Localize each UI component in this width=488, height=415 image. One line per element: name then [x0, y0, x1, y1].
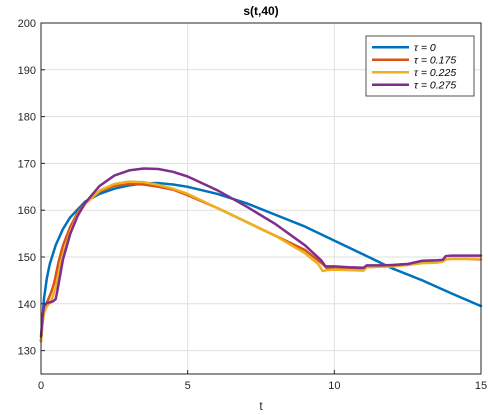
plot-series — [39, 167, 483, 343]
axis-ticks: 0 5 10 15 130 140 150 160 170 180 190 200 — [18, 18, 487, 392]
series-line-3 — [39, 180, 483, 343]
legend-label-2: τ = 0.175 — [414, 55, 456, 67]
plot-area-frame — [40, 22, 482, 375]
legend-label-3: τ = 0.225 — [414, 67, 456, 79]
x-tick-label: 0 — [38, 380, 44, 392]
legend-label-4: τ = 0.275 — [414, 80, 456, 92]
legend-label-1: τ = 0 — [414, 42, 436, 54]
y-tick-label: 170 — [18, 158, 36, 170]
chart-title: s(t,40) — [243, 4, 278, 18]
y-tick-label: 140 — [18, 299, 36, 311]
y-tick-label: 200 — [18, 18, 36, 30]
x-tick-label: 15 — [475, 380, 487, 392]
x-tick-label: 10 — [328, 380, 340, 392]
y-tick-label: 150 — [18, 252, 36, 264]
x-axis-label: t — [259, 399, 263, 413]
series-line-4 — [39, 167, 483, 338]
x-tick-label: 5 — [185, 380, 191, 392]
series-line-1 — [39, 181, 483, 343]
y-tick-label: 130 — [18, 346, 36, 358]
y-tick-label: 160 — [18, 205, 36, 217]
y-tick-label: 180 — [18, 112, 36, 124]
y-tick-label: 190 — [18, 65, 36, 77]
